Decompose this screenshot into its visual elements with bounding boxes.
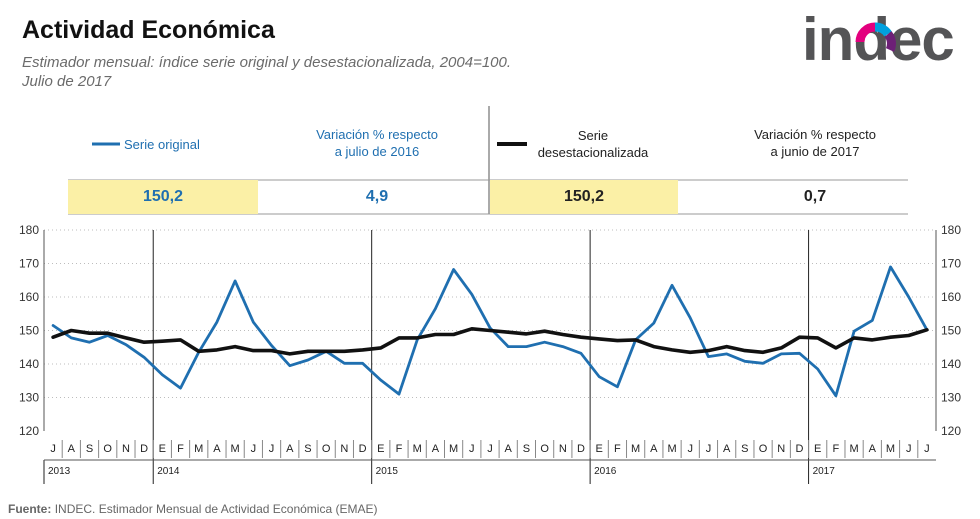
y-axes: 120 120 130 130 140 140 150 150 160 160 170 170 180 1… xyxy=(19,223,961,438)
x-tick-label: J xyxy=(269,443,275,455)
mom-value: 0,7 xyxy=(803,188,827,205)
legend-yoy-line-2: a julio de 2016 xyxy=(334,144,420,159)
x-tick-label: M xyxy=(631,443,640,455)
logo-text: indec xyxy=(802,6,954,72)
x-tick-label: J xyxy=(50,443,56,455)
x-tick-label: F xyxy=(614,443,621,455)
legend-yoy-label: Variación % respecto a julio de 2016 xyxy=(292,126,462,160)
x-tick-label: J xyxy=(487,443,493,455)
x-tick-label: A xyxy=(68,443,76,455)
year-label-2014: 2014 xyxy=(157,466,180,477)
y-tick-right-140: 140 xyxy=(941,357,961,371)
x-tick-label: O xyxy=(322,443,331,455)
x-tick-label: F xyxy=(177,443,184,455)
summary-panel: Serie original Variación % respecto a ju… xyxy=(0,0,980,230)
x-tick-label: A xyxy=(432,443,440,455)
legend-mom-line-1: Variación % respecto xyxy=(754,127,876,142)
x-tick-label: J xyxy=(706,443,712,455)
x-tick-label: J xyxy=(906,443,912,455)
legend-yoy-line-1: Variación % respecto xyxy=(316,127,438,142)
y-tick-right-150: 150 xyxy=(941,324,961,338)
logo-color-arc-icon xyxy=(855,22,896,52)
legend-sa-line-1: Serie xyxy=(577,128,609,143)
x-tick-label: M xyxy=(449,443,458,455)
x-tick-label: O xyxy=(759,443,768,455)
source-note: Fuente: INDEC. Estimador Mensual de Acti… xyxy=(8,502,377,516)
x-tick-label: N xyxy=(340,443,348,455)
x-tick-label: J xyxy=(251,443,257,455)
x-tick-label: N xyxy=(559,443,567,455)
x-tick-label: S xyxy=(741,443,748,455)
y-tick-right-120: 120 xyxy=(941,424,961,438)
activity-line-chart: 120 120 130 130 140 140 150 150 160 160 170 170 180 1… xyxy=(19,223,961,484)
subtitle-line-1: Estimador mensual: índice serie original… xyxy=(22,54,512,71)
legend-sa-line-2: desestacionalizada xyxy=(537,145,649,160)
source-text: INDEC. Estimador Mensual de Actividad Ec… xyxy=(54,502,378,516)
x-tick-label: O xyxy=(540,443,549,455)
series-sa-line xyxy=(51,327,929,356)
x-tick-label: D xyxy=(140,443,148,455)
year-label-2017: 2017 xyxy=(813,466,836,477)
x-tick-label: M xyxy=(886,443,895,455)
x-tick-label: M xyxy=(194,443,203,455)
x-tick-label: N xyxy=(777,443,785,455)
x-tick-label: D xyxy=(795,443,803,455)
sa-value: 150,2 xyxy=(490,180,678,214)
x-tick-label: E xyxy=(159,443,166,455)
page-subtitle: Estimador mensual: índice serie original… xyxy=(22,53,511,91)
y-tick-left-180: 180 xyxy=(19,223,39,237)
x-tick-label: E xyxy=(596,443,603,455)
indec-logo: indec xyxy=(802,6,955,72)
y-tick-left-150: 150 xyxy=(19,324,39,338)
series-lines xyxy=(51,265,929,398)
x-tick-label: S xyxy=(86,443,93,455)
subtitle-line-2: Julio de 2017 xyxy=(22,73,112,90)
x-tick-label: S xyxy=(523,443,530,455)
legend-mom-line-2: a junio de 2017 xyxy=(770,144,860,159)
y-tick-left-160: 160 xyxy=(19,290,39,304)
x-tick-label: A xyxy=(869,443,877,455)
x-tick-label: A xyxy=(723,443,731,455)
x-tick-label: M xyxy=(231,443,240,455)
x-tick-label: F xyxy=(396,443,403,455)
grid-lines xyxy=(44,229,936,398)
y-tick-right-160: 160 xyxy=(941,290,961,304)
year-label-2015: 2015 xyxy=(376,466,399,477)
y-tick-left-170: 170 xyxy=(19,257,39,271)
legend-original-label: Serie original xyxy=(124,137,200,152)
x-tick-label: M xyxy=(849,443,858,455)
x-tick-label: J xyxy=(469,443,475,455)
x-tick-label: O xyxy=(103,443,112,455)
x-tick-label: N xyxy=(122,443,130,455)
y-tick-left-140: 140 xyxy=(19,357,39,371)
x-tick-label: J xyxy=(924,443,930,455)
x-tick-label: A xyxy=(650,443,658,455)
x-tick-label: A xyxy=(286,443,294,455)
year-label-2016: 2016 xyxy=(594,466,617,477)
year-label-2013: 2013 xyxy=(48,466,71,477)
yoy-value: 4,9 xyxy=(365,188,389,205)
x-tick-label: A xyxy=(505,443,513,455)
x-tick-label: E xyxy=(814,443,821,455)
x-tick-label: E xyxy=(377,443,384,455)
y-tick-left-120: 120 xyxy=(19,424,39,438)
legend-mom-label: Variación % respecto a junio de 2017 xyxy=(730,126,900,160)
x-tick-label: S xyxy=(304,443,311,455)
y-tick-left-130: 130 xyxy=(19,391,39,405)
y-tick-right-170: 170 xyxy=(941,257,961,271)
x-tick-label: M xyxy=(413,443,422,455)
source-label: Fuente: xyxy=(8,502,52,516)
x-tick-label: M xyxy=(667,443,676,455)
x-tick-label: D xyxy=(359,443,367,455)
x-tick-label: D xyxy=(577,443,585,455)
original-value: 150,2 xyxy=(68,180,258,214)
x-tick-label: F xyxy=(833,443,840,455)
legend-sa-label: Serie desestacionalizada xyxy=(528,127,658,161)
y-tick-right-180: 180 xyxy=(941,223,961,237)
x-tick-label: A xyxy=(213,443,221,455)
y-tick-right-130: 130 xyxy=(941,391,961,405)
x-tick-label: J xyxy=(687,443,693,455)
page-title: Actividad Económica xyxy=(22,16,275,44)
